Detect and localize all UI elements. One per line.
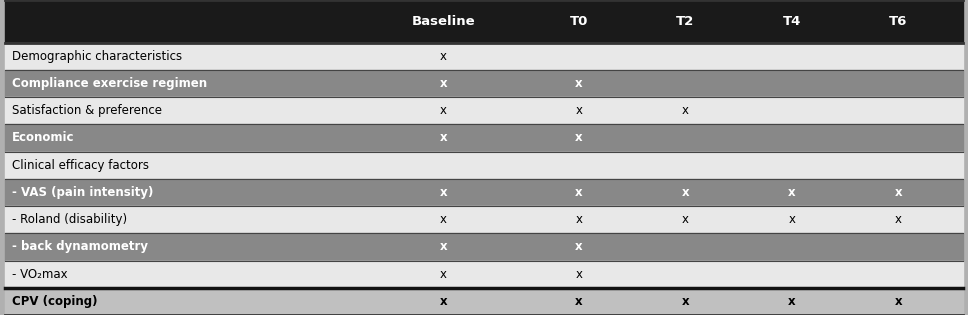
Text: Clinical efficacy factors: Clinical efficacy factors xyxy=(12,159,149,172)
Text: x: x xyxy=(575,186,583,199)
Text: x: x xyxy=(575,77,583,90)
Text: x: x xyxy=(439,104,447,117)
Text: T6: T6 xyxy=(890,15,907,28)
Text: T0: T0 xyxy=(570,15,588,28)
Bar xyxy=(5,179,963,206)
Bar xyxy=(5,152,963,179)
Text: x: x xyxy=(681,295,689,308)
Text: Compliance exercise regimen: Compliance exercise regimen xyxy=(12,77,207,90)
Text: x: x xyxy=(439,50,447,63)
Text: x: x xyxy=(894,295,902,308)
Text: - VAS (pain intensity): - VAS (pain intensity) xyxy=(12,186,153,199)
Text: x: x xyxy=(575,131,583,144)
Text: T2: T2 xyxy=(677,15,694,28)
Bar xyxy=(5,0,963,43)
Text: x: x xyxy=(439,213,447,226)
Text: Baseline: Baseline xyxy=(411,15,475,28)
Text: Economic: Economic xyxy=(12,131,75,144)
Bar xyxy=(5,43,963,70)
Text: x: x xyxy=(439,131,447,144)
Text: x: x xyxy=(681,186,689,199)
Bar xyxy=(5,288,963,315)
Bar xyxy=(5,70,963,97)
Text: T4: T4 xyxy=(783,15,801,28)
Text: CPV (coping): CPV (coping) xyxy=(12,295,97,308)
Text: x: x xyxy=(681,213,689,226)
Text: - VO₂max: - VO₂max xyxy=(12,268,67,281)
Text: x: x xyxy=(439,268,447,281)
Text: - back dynamometry: - back dynamometry xyxy=(12,240,147,253)
Text: Satisfaction & preference: Satisfaction & preference xyxy=(12,104,162,117)
Bar xyxy=(5,233,963,261)
Bar xyxy=(5,97,963,124)
Text: x: x xyxy=(894,186,902,199)
Text: Demographic characteristics: Demographic characteristics xyxy=(12,50,182,63)
Text: x: x xyxy=(575,104,583,117)
Text: x: x xyxy=(681,104,689,117)
Bar xyxy=(5,124,963,152)
Text: x: x xyxy=(439,295,447,308)
Text: - Roland (disability): - Roland (disability) xyxy=(12,213,127,226)
Text: x: x xyxy=(439,186,447,199)
Text: x: x xyxy=(575,240,583,253)
Text: x: x xyxy=(575,213,583,226)
Text: x: x xyxy=(788,186,796,199)
Text: x: x xyxy=(788,213,796,226)
Text: x: x xyxy=(575,295,583,308)
Text: x: x xyxy=(788,295,796,308)
Bar xyxy=(5,206,963,233)
Text: x: x xyxy=(575,268,583,281)
Text: x: x xyxy=(894,213,902,226)
Bar xyxy=(5,261,963,288)
Text: x: x xyxy=(439,77,447,90)
Text: x: x xyxy=(439,240,447,253)
